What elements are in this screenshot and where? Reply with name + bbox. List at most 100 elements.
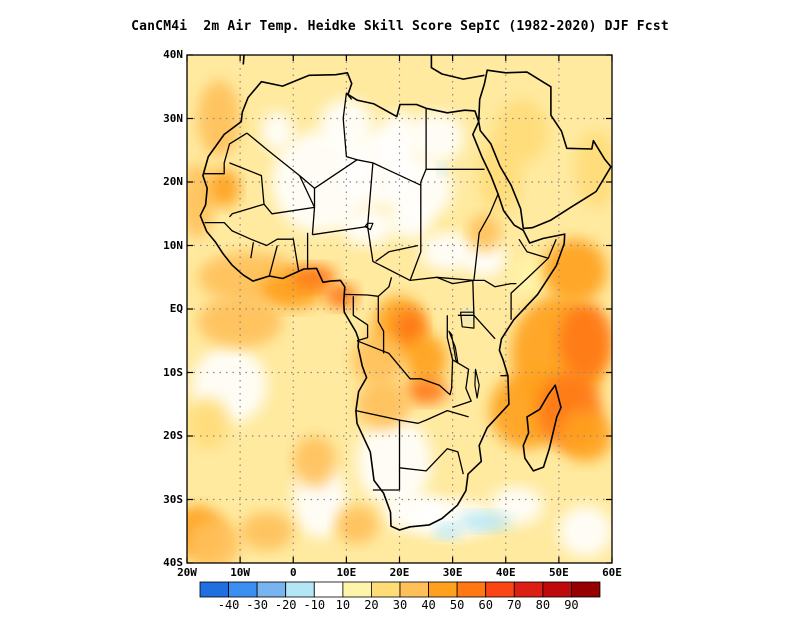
colorbar-label: 50 [449, 598, 465, 612]
lon-label: 60E [602, 566, 622, 579]
border-6 [263, 175, 316, 215]
skill-region-6 [378, 112, 421, 163]
colorbar-swatch [199, 581, 229, 598]
border-32 [518, 238, 549, 259]
colorbar-swatch [485, 581, 515, 598]
lake-tanganyika [448, 330, 459, 364]
colorbar-swatch [370, 581, 401, 598]
colorbar-swatch [456, 581, 487, 598]
lon-label: 50E [548, 566, 569, 579]
skill-region-23 [325, 283, 357, 309]
border-15 [446, 315, 472, 409]
border-5 [342, 118, 358, 161]
colorbar-swatch [256, 581, 287, 598]
map-ticks [186, 54, 613, 564]
colorbar-label: 90 [564, 598, 579, 612]
colorbar-swatch [428, 581, 458, 598]
colorbar-label: 10 [335, 598, 351, 612]
lat-label: 40N [163, 48, 183, 61]
skill-region-11 [463, 239, 506, 278]
chart-title: CanCM4i 2m Air Temp. Heidke Skill Score … [131, 19, 669, 34]
border-19 [399, 448, 464, 475]
skill-region-48 [197, 80, 241, 157]
skill-region-50 [457, 512, 512, 532]
skill-region-33 [542, 239, 607, 303]
colorbar-label: 30 [392, 598, 408, 612]
lon-label: 10E [336, 566, 357, 579]
lat-label: 20S [163, 429, 183, 442]
skill-region-28 [404, 378, 448, 405]
colorbar-label: -20 [274, 598, 297, 612]
skill-region-32 [558, 302, 612, 379]
lat-label: 10N [163, 238, 183, 252]
lon-label: 20E [389, 566, 410, 579]
lat-label: 10S [163, 365, 183, 379]
border-16 [356, 340, 454, 396]
lat-label: 40S [163, 556, 183, 569]
skill-region-7 [261, 112, 294, 151]
skill-region-45 [495, 99, 549, 163]
skill-region-42 [335, 505, 379, 544]
colorbar-label: 70 [507, 598, 522, 612]
border-10 [409, 185, 422, 281]
colorbar-label: 60 [478, 598, 493, 612]
colorbar-label: 40 [421, 598, 436, 612]
skill-region-5 [410, 112, 464, 163]
skill-region-22 [293, 264, 336, 290]
colorbar-swatch [285, 581, 315, 598]
border-26 [352, 296, 369, 342]
colorbar-label: 80 [535, 598, 551, 612]
lat-label: 30S [163, 492, 183, 506]
skill-region-38 [208, 169, 241, 208]
skill-region-47 [293, 436, 336, 487]
colorbar-swatch [342, 581, 372, 598]
lake-chad [364, 222, 374, 231]
skill-region-46 [574, 131, 612, 208]
border-17 [355, 409, 469, 424]
colorbar [199, 581, 601, 598]
colorbar-swatch [542, 581, 572, 598]
skill-region-13 [357, 416, 432, 506]
border-22 [250, 242, 255, 259]
lon-label: 20W [177, 566, 197, 579]
lon-label: 10W [230, 566, 251, 579]
skill-region-43 [468, 213, 501, 252]
colorbar-swatch [313, 581, 344, 598]
skill-region-36 [558, 410, 612, 462]
skill-region-49 [187, 397, 230, 449]
colorbar-label: -10 [303, 598, 326, 612]
country-borders [199, 55, 612, 531]
madagascar-coastline [522, 384, 562, 472]
border-12 [436, 276, 517, 288]
lon-label: 0 [289, 566, 297, 579]
skill-region-30 [357, 378, 411, 430]
africa-coastline [199, 72, 566, 531]
colorbar-label: -40 [217, 598, 240, 612]
anatolia-coastline [430, 55, 485, 80]
border-27 [377, 296, 385, 354]
border-23 [268, 245, 278, 277]
colorbar-swatch [513, 581, 544, 598]
lon-label: 40E [495, 566, 516, 579]
colorbar-swatch [571, 581, 601, 598]
colorbar-swatch [399, 581, 429, 598]
arabia-coastline [477, 69, 612, 230]
lon-label: 30E [442, 566, 463, 579]
border-21 [204, 221, 300, 272]
border-28 [510, 238, 557, 320]
skill-region-9 [388, 201, 432, 240]
colorbar-label: -30 [246, 598, 268, 612]
lake-victoria [460, 311, 475, 329]
skill-region-41 [240, 512, 294, 551]
skill-field [187, 80, 612, 563]
border-7 [311, 188, 316, 235]
lat-label: 30N [163, 111, 183, 125]
colorbar-label: 20 [364, 598, 379, 612]
skill-region-40 [187, 518, 241, 563]
lat-label: EQ [169, 302, 183, 315]
skill-region-19 [558, 505, 612, 557]
lat-label: 20N [163, 175, 183, 188]
lake-malawi [474, 368, 480, 399]
skill-region-51 [434, 523, 461, 539]
